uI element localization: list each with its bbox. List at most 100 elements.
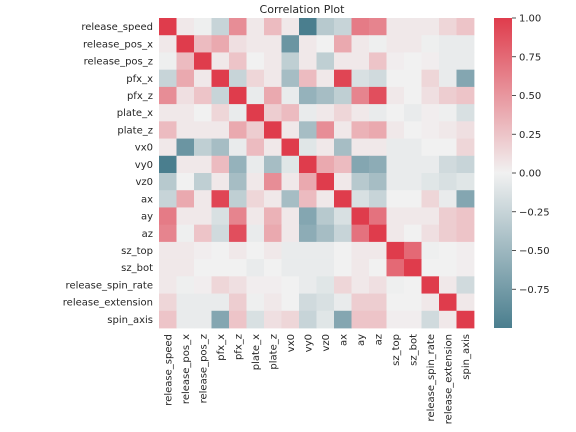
heatmap-cell xyxy=(439,293,457,312)
heatmap-cell xyxy=(246,241,265,260)
heatmap-cell xyxy=(299,276,317,294)
colorbar-tick-label: 0.75 xyxy=(519,52,541,63)
heatmap-cell xyxy=(421,293,440,312)
heatmap-cell xyxy=(264,155,282,174)
heatmap-cell xyxy=(439,52,457,71)
heatmap-cell xyxy=(281,207,300,226)
heatmap-cell xyxy=(211,52,230,71)
heatmap-cell xyxy=(404,104,422,122)
heatmap-cell xyxy=(404,190,422,208)
heatmap-cell xyxy=(351,86,370,105)
heatmap-cell xyxy=(456,276,475,294)
heatmap-cell xyxy=(264,86,282,105)
heatmap-cell xyxy=(211,310,230,329)
heatmap-cell xyxy=(456,190,475,208)
heatmap-cell xyxy=(229,293,247,312)
heatmap-cell xyxy=(159,121,177,139)
heatmap-cell xyxy=(159,241,177,260)
heatmap-cell xyxy=(386,173,405,191)
heatmap-cell xyxy=(386,241,405,260)
heatmap-cell xyxy=(369,104,387,122)
heatmap-cell xyxy=(404,155,422,174)
heatmap-cell xyxy=(421,173,440,191)
heatmap-cell xyxy=(246,155,265,174)
heatmap-cell xyxy=(439,138,457,157)
heatmap-cell xyxy=(159,86,177,105)
heatmap-cell xyxy=(246,190,265,208)
heatmap-cell xyxy=(334,155,352,174)
heatmap-cell xyxy=(194,173,212,191)
heatmap-cell xyxy=(299,69,317,88)
heatmap-cell xyxy=(176,35,195,53)
heatmap-cell xyxy=(456,259,475,277)
heatmap-cell xyxy=(386,35,405,53)
heatmap-cell xyxy=(211,69,230,88)
column-label: release_speed xyxy=(163,334,174,406)
heatmap-cell xyxy=(194,310,212,329)
heatmap-cell xyxy=(159,276,177,294)
heatmap-cell xyxy=(176,155,195,174)
heatmap-cell xyxy=(404,293,422,312)
heatmap-cell xyxy=(194,138,212,157)
row-label: pfx_z xyxy=(127,91,153,102)
heatmap-cell xyxy=(211,35,230,53)
heatmap-cell xyxy=(386,104,405,122)
heatmap-cell xyxy=(334,121,352,139)
heatmap-cell xyxy=(194,35,212,53)
heatmap-cell xyxy=(264,293,282,312)
heatmap-cell xyxy=(369,52,387,71)
column-label: release_extension xyxy=(443,334,454,424)
heatmap-cells xyxy=(159,18,475,329)
heatmap-cell xyxy=(334,241,352,260)
heatmap-cell xyxy=(264,52,282,71)
heatmap-cell xyxy=(229,138,247,157)
heatmap-cell xyxy=(439,86,457,105)
heatmap-cell xyxy=(299,241,317,260)
heatmap-cell xyxy=(404,207,422,226)
heatmap-cell xyxy=(369,86,387,105)
column-label: sz_bot xyxy=(408,334,419,366)
heatmap-cell xyxy=(439,104,457,122)
heatmap-cell xyxy=(316,310,335,329)
colorbar-tick-label: 0.25 xyxy=(519,130,541,141)
heatmap-cell xyxy=(456,293,475,312)
heatmap-cell xyxy=(369,276,387,294)
heatmap-cell xyxy=(299,18,317,36)
heatmap-cell xyxy=(386,224,405,243)
heatmap-cell xyxy=(439,207,457,226)
heatmap-cell xyxy=(299,52,317,71)
heatmap-cell xyxy=(211,224,230,243)
heatmap-cell xyxy=(264,121,282,139)
heatmap-cell xyxy=(421,224,440,243)
heatmap-cell xyxy=(211,18,230,36)
heatmap-cell xyxy=(316,35,335,53)
column-label: pfx_z xyxy=(233,334,244,360)
heatmap-cell xyxy=(176,121,195,139)
heatmap-cell xyxy=(334,207,352,226)
heatmap-cell xyxy=(351,293,370,312)
heatmap-cell xyxy=(229,121,247,139)
heatmap-cell xyxy=(176,69,195,88)
heatmap-cell xyxy=(351,69,370,88)
heatmap-cell xyxy=(404,69,422,88)
column-label: plate_z xyxy=(268,334,279,370)
heatmap-cell xyxy=(404,241,422,260)
heatmap-cell xyxy=(421,69,440,88)
heatmap-cell xyxy=(456,86,475,105)
heatmap-cell xyxy=(159,259,177,277)
heatmap-cell xyxy=(386,190,405,208)
heatmap-cell xyxy=(194,121,212,139)
heatmap-cell xyxy=(334,293,352,312)
heatmap-cell xyxy=(334,310,352,329)
heatmap-cell xyxy=(456,173,475,191)
heatmap-cell xyxy=(264,18,282,36)
heatmap-cell xyxy=(299,138,317,157)
heatmap-cell xyxy=(421,138,440,157)
heatmap-cell xyxy=(176,104,195,122)
heatmap-cell xyxy=(176,293,195,312)
heatmap-cell xyxy=(229,310,247,329)
colorbar xyxy=(494,18,512,328)
row-labels: release_speed release_pos_x release_pos_zp… xyxy=(63,22,153,326)
heatmap-cell xyxy=(194,259,212,277)
column-label: release_pos_x xyxy=(181,334,192,404)
